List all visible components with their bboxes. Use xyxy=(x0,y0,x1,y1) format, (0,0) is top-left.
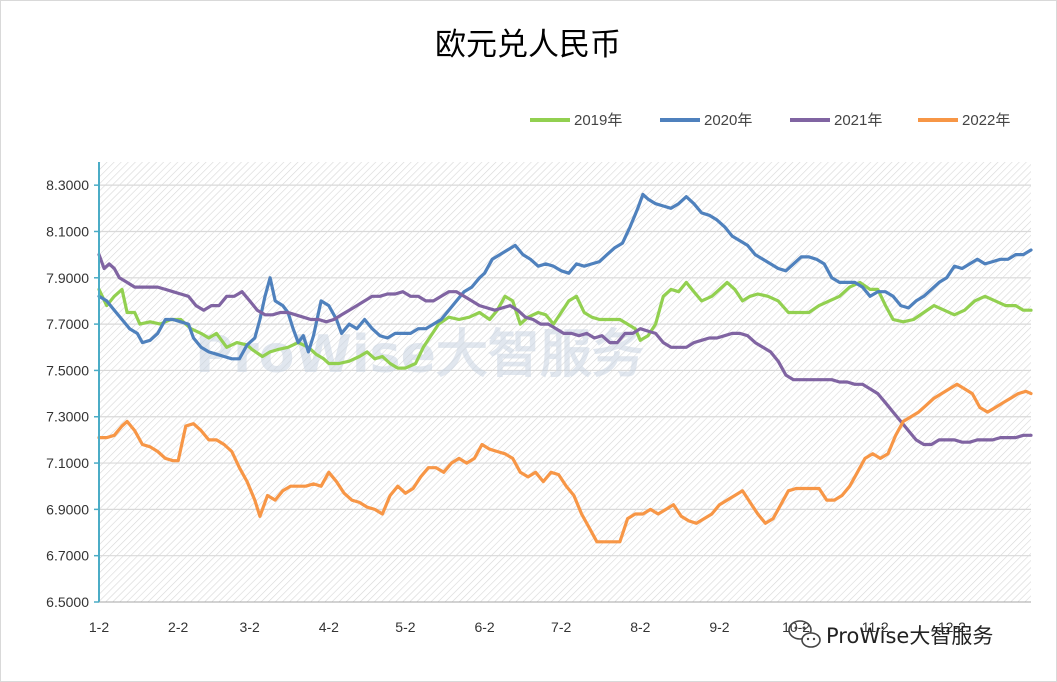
x-tick-label: 5-2 xyxy=(395,619,415,635)
x-tick-label: 6-2 xyxy=(474,619,494,635)
x-tick-label: 1-2 xyxy=(89,619,109,635)
wechat-badge: ProWise大智服务 xyxy=(788,620,993,648)
x-tick-label: 11-2 xyxy=(862,619,889,635)
series-line-1 xyxy=(97,280,1033,370)
legend-label-4: 2022年 xyxy=(962,112,1010,129)
y-tick-label: 6.7000 xyxy=(46,548,89,564)
x-tick-label: 9-2 xyxy=(709,619,729,635)
x-tick-label: 3-2 xyxy=(240,619,260,635)
badge-text: ProWise大智服务 xyxy=(826,624,993,648)
legend-label-3: 2021年 xyxy=(834,112,882,129)
plot-area xyxy=(99,162,1031,602)
wechat-icon xyxy=(788,620,821,648)
legend-label-1: 2019年 xyxy=(574,112,622,129)
x-tick-label: 4-2 xyxy=(319,619,339,635)
y-tick-label: 8.3000 xyxy=(46,177,89,193)
y-tick-label: 7.5000 xyxy=(46,362,89,378)
legend-label-2: 2020年 xyxy=(704,112,752,129)
y-tick-labels: 6.5000 6.7000 6.9000 7.1000 7.3000 7.5000 7.70… xyxy=(46,177,99,610)
y-tick-label: 7.1000 xyxy=(46,455,89,471)
x-tick-labels: 1-22-23-24-25-26-27-28-29-210-211-212-2 xyxy=(89,619,966,635)
x-tick-label: 8-2 xyxy=(630,619,650,635)
x-tick-label: 12-2 xyxy=(938,619,966,635)
x-tick-label: 7-2 xyxy=(551,619,571,635)
x-tick-label: 2-2 xyxy=(168,619,188,635)
series-line-3 xyxy=(97,253,1033,447)
gridlines xyxy=(99,184,1031,557)
series-layer xyxy=(97,192,1033,544)
legend: 2019年 2020年 2021年 2022年 xyxy=(530,112,1010,129)
series-line-4 xyxy=(97,382,1033,544)
y-tick-label: 6.9000 xyxy=(46,501,89,517)
y-tick-label: 7.3000 xyxy=(46,409,89,425)
series-line-2 xyxy=(97,192,1033,361)
y-tick-label: 7.9000 xyxy=(46,270,89,286)
chart-title: 欧元兑人民币 xyxy=(435,27,621,63)
y-tick-label: 8.1000 xyxy=(46,223,89,239)
y-tick-label: 6.5000 xyxy=(46,594,89,610)
y-tick-label: 7.7000 xyxy=(46,316,89,332)
